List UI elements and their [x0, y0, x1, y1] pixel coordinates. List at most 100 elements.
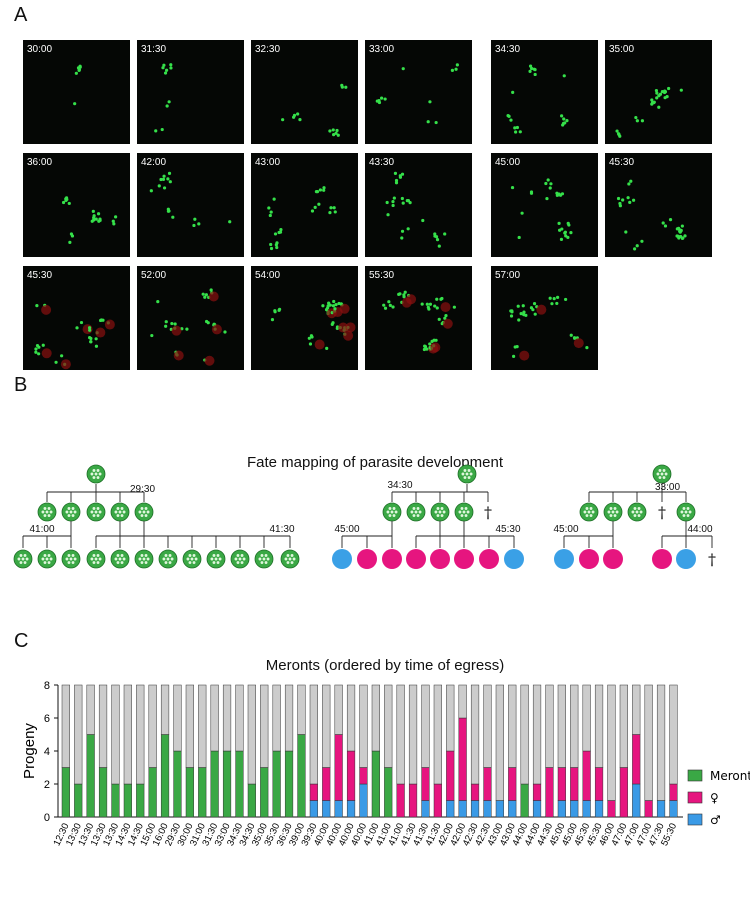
meront-segment: [98, 767, 108, 818]
female-cell: [579, 549, 599, 569]
fate-mapping-title: Fate mapping of parasite development: [247, 454, 503, 471]
meront-node: [134, 502, 154, 522]
microscopy-frame: 34:30: [491, 40, 598, 144]
female-segment: [322, 767, 331, 801]
meront-node: [182, 549, 202, 569]
meront-segment: [235, 750, 244, 818]
time-label: 44:00: [687, 524, 712, 535]
meront-segment: [198, 767, 207, 818]
legend-swatch: [687, 813, 703, 826]
remainder-segment: [619, 684, 628, 768]
frame-timestamp: 35:00: [609, 44, 635, 55]
remainder-segment: [557, 684, 566, 768]
remainder-segment: [272, 684, 281, 752]
male-cell: [332, 549, 352, 569]
remainder-segment: [260, 684, 269, 768]
female-segment: [619, 767, 628, 818]
meront-segment: [371, 750, 380, 818]
root-time-label: 33:00: [655, 482, 680, 493]
chart-title: Meronts (ordered by time of egress): [265, 657, 505, 674]
time-label: 41:30: [269, 524, 294, 535]
female-segment: [545, 767, 554, 818]
remainder-segment: [632, 684, 641, 735]
male-segment: [446, 800, 455, 818]
female-segment: [359, 767, 368, 785]
remainder-segment: [570, 684, 579, 768]
microscopy-frame: 32:30: [251, 40, 358, 144]
meront-segment: [272, 750, 281, 818]
female-segment: [421, 767, 430, 801]
male-segment: [334, 800, 343, 818]
frame-timestamp: 45:30: [609, 157, 635, 168]
meront-node: [603, 502, 623, 522]
male-segment: [458, 800, 467, 818]
remainder-segment: [669, 684, 678, 785]
frame-timestamp: 33:00: [369, 44, 395, 55]
root-meront: [652, 464, 672, 484]
remainder-segment: [210, 684, 219, 752]
female-segment: [433, 783, 442, 818]
frame-timestamp: 54:00: [255, 270, 281, 281]
meront-node: [430, 502, 450, 522]
remainder-segment: [371, 684, 380, 752]
male-segment: [594, 800, 604, 818]
legend-swatch: [687, 791, 703, 804]
frame-timestamp: 30:00: [27, 44, 53, 55]
time-label: 45:00: [334, 524, 359, 535]
male-segment: [570, 800, 579, 818]
y-axis-label: Progeny: [21, 723, 38, 779]
y-tick-label: 8: [44, 680, 50, 692]
remainder-segment: [222, 684, 232, 752]
meront-segment: [222, 750, 232, 818]
female-segment: [458, 717, 467, 801]
remainder-segment: [160, 684, 170, 735]
microscopy-frame: 43:00: [251, 153, 358, 257]
remainder-segment: [247, 684, 256, 785]
y-tick-label: 2: [44, 779, 50, 791]
remainder-segment: [582, 684, 591, 752]
time-label: 45:30: [495, 524, 520, 535]
male-cell: [554, 549, 574, 569]
female-segment: [470, 783, 480, 801]
male-segment: [346, 800, 356, 818]
microscopy-frame: 45:30: [23, 266, 130, 370]
meront-segment: [136, 783, 145, 818]
meront-segment: [173, 750, 182, 818]
microscopy-frame: 52:00: [137, 266, 244, 370]
remainder-segment: [136, 684, 145, 785]
meront-segment: [86, 734, 95, 818]
remainder-segment: [644, 684, 653, 801]
remainder-segment: [61, 684, 70, 768]
meront-node: [280, 549, 300, 569]
meront-node: [158, 549, 178, 569]
remainder-segment: [545, 684, 554, 768]
microscopy-frame: 55:30: [365, 266, 472, 370]
time-label: 41:00: [29, 524, 54, 535]
male-segment: [669, 800, 678, 818]
y-tick-label: 4: [44, 746, 50, 758]
frame-timestamp: 43:30: [369, 157, 395, 168]
remainder-segment: [607, 684, 616, 801]
remainder-segment: [123, 684, 132, 785]
meront-node: [406, 502, 426, 522]
microscopy-frame: 45:30: [605, 153, 712, 257]
male-segment: [483, 800, 492, 818]
female-segment: [408, 783, 418, 818]
meront-node: [61, 502, 81, 522]
female-segment: [532, 783, 542, 801]
female-cell: [454, 549, 474, 569]
male-segment: [421, 800, 430, 818]
meront-node: [110, 549, 130, 569]
death-dagger: †: [484, 503, 492, 522]
meront-node: [454, 502, 474, 522]
remainder-segment: [86, 684, 95, 735]
female-cell: [357, 549, 377, 569]
remainder-segment: [433, 684, 442, 785]
female-segment: [346, 750, 356, 801]
meront-segment: [185, 767, 194, 818]
meront-segment: [123, 783, 132, 818]
frame-timestamp: 34:30: [495, 44, 521, 55]
female-segment: [309, 783, 318, 801]
frame-timestamp: 45:30: [27, 270, 53, 281]
female-segment: [570, 767, 579, 801]
